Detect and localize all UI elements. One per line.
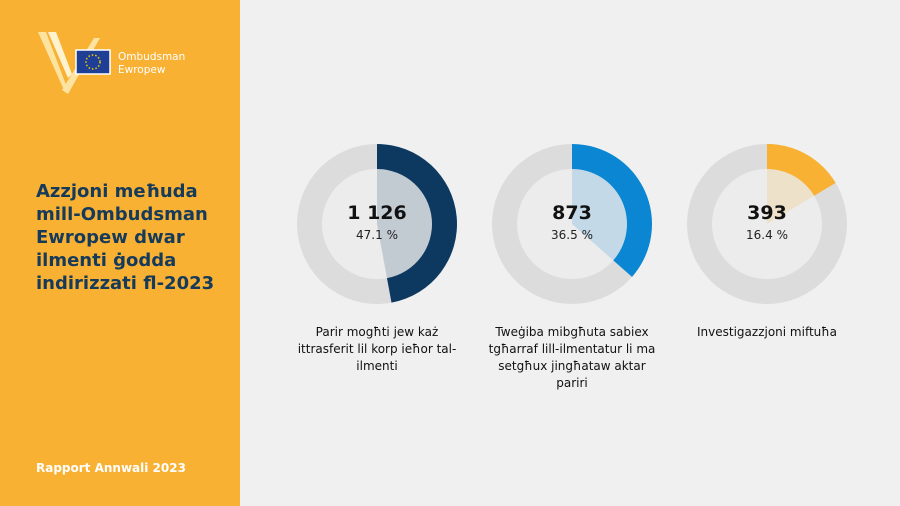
arc xyxy=(767,144,836,196)
inner-bg xyxy=(517,169,627,279)
caption: Investigazzjoni miftuħa xyxy=(697,325,837,339)
share-label: 36.5 % xyxy=(551,228,593,242)
caption: Parir mogħti jew każ ittrasferit lil kor… xyxy=(297,325,457,373)
donut-chart: 393 16.4 % Investigazzjoni miftuħa xyxy=(677,140,857,341)
inner-wedge xyxy=(377,169,432,279)
donut xyxy=(492,144,652,304)
inner-wedge xyxy=(572,169,627,261)
side-panel: Ombudsman Ewropew Azzjoni meħuda mill-Om… xyxy=(0,0,240,506)
logo-text: Ewropew xyxy=(118,64,166,76)
caption: Tweġiba mibgħuta sabiex tgħarraf lill-il… xyxy=(488,325,656,390)
donut xyxy=(687,144,847,304)
value-label: 873 xyxy=(552,202,592,224)
value-label: 1 126 xyxy=(347,202,407,224)
footer: Rapport Annwali 2023 xyxy=(36,461,186,475)
inner-bg xyxy=(322,169,432,279)
share-label: 47.1 % xyxy=(356,228,398,242)
donut-chart: 873 36.5 % Tweġiba mibgħuta sabiex tgħarra… xyxy=(482,140,662,392)
value-label: 393 xyxy=(747,202,787,224)
donut xyxy=(297,144,457,304)
title: Azzjoni meħuda mill-Ombudsman Ewropew dw… xyxy=(36,181,215,294)
inner-wedge xyxy=(767,169,815,224)
logo-mark xyxy=(38,32,111,94)
donut-chart: 1 126 47.1 % Parir mogħti jew każ ittrasfe… xyxy=(287,140,467,375)
arc xyxy=(377,144,457,303)
arc xyxy=(572,144,652,277)
inner-bg xyxy=(712,169,822,279)
share-label: 16.4 % xyxy=(746,228,788,242)
logo-text: Ombudsman xyxy=(118,51,186,63)
